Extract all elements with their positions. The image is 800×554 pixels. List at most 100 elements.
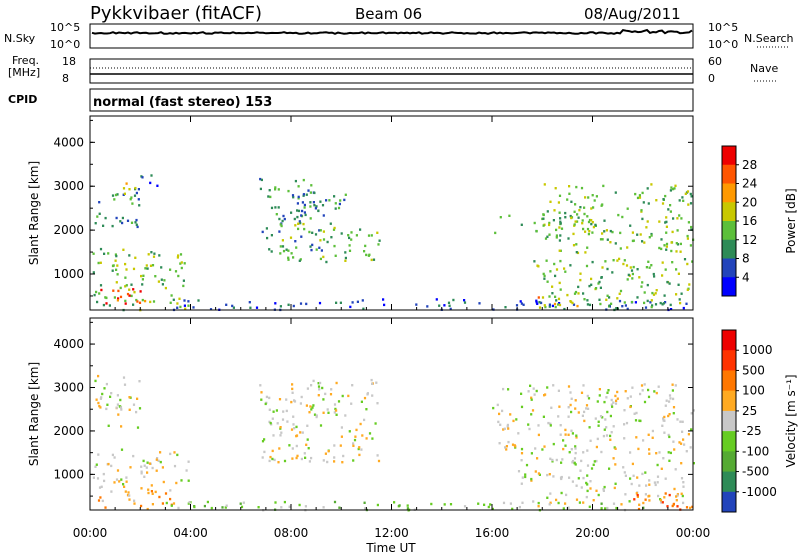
data-cell <box>537 296 540 299</box>
data-cell <box>638 194 641 197</box>
data-cell <box>100 288 103 292</box>
data-cell <box>272 434 275 437</box>
data-cell <box>530 396 533 399</box>
colorbar-frame <box>721 329 737 513</box>
data-cell <box>600 502 603 505</box>
data-cell <box>549 270 552 273</box>
data-cell <box>340 232 343 235</box>
freq-label: Freq. <box>12 54 39 67</box>
data-cell <box>268 396 271 400</box>
data-cell <box>113 198 116 201</box>
data-cell <box>354 435 357 438</box>
data-cell <box>221 506 224 509</box>
colorbar-segment <box>722 221 736 241</box>
data-cell <box>605 396 608 399</box>
data-cell <box>570 410 573 414</box>
data-cell <box>98 292 101 295</box>
data-cell <box>509 413 512 416</box>
data-cell <box>463 301 467 304</box>
data-cell <box>177 506 180 510</box>
data-cell <box>280 224 283 228</box>
data-cell <box>652 293 656 296</box>
data-cell <box>324 452 327 455</box>
data-cell <box>601 232 604 235</box>
data-cell <box>406 507 409 510</box>
data-cell <box>625 421 629 425</box>
data-cells-power <box>92 174 695 312</box>
data-cell <box>658 451 661 454</box>
data-cell <box>538 473 541 476</box>
data-cell <box>126 494 130 497</box>
data-cell <box>122 376 126 379</box>
data-cell <box>324 392 327 396</box>
data-cell <box>333 456 336 459</box>
data-cell <box>603 428 606 431</box>
colorbar-tick-label: 25 <box>742 404 757 418</box>
data-cell <box>611 230 614 234</box>
data-cell <box>187 300 190 303</box>
data-cell <box>268 248 271 251</box>
data-cell <box>662 457 665 460</box>
data-cell <box>668 400 671 403</box>
data-cell <box>138 380 141 383</box>
data-cell <box>520 302 523 305</box>
data-cell <box>261 440 265 443</box>
data-cell <box>340 426 343 429</box>
data-cell <box>119 406 123 409</box>
data-cell <box>668 459 671 462</box>
data-cell <box>184 307 187 310</box>
data-cell <box>670 241 673 244</box>
data-cell <box>530 413 533 416</box>
data-cell <box>120 425 123 428</box>
data-cell <box>630 482 633 486</box>
data-cell <box>260 178 263 182</box>
data-cell <box>117 289 120 293</box>
data-cell <box>672 187 675 191</box>
data-cell <box>302 193 305 196</box>
data-cell <box>631 386 634 389</box>
data-cell <box>614 242 617 245</box>
colorbar-tick-label: -1000 <box>742 485 777 499</box>
data-cell <box>557 501 560 505</box>
data-cell <box>624 390 627 393</box>
nave-tick-bottom: 0 <box>708 72 715 85</box>
data-cell <box>669 204 672 207</box>
data-cell <box>124 262 127 266</box>
data-cell <box>613 446 616 449</box>
data-cell <box>572 232 575 236</box>
data-cell <box>299 302 303 305</box>
data-cell <box>558 302 561 305</box>
data-cell <box>288 444 291 447</box>
data-cell <box>636 296 639 299</box>
data-cell <box>347 394 350 398</box>
data-cell <box>426 305 429 308</box>
data-cell <box>582 476 585 480</box>
y-tick-label: 1000 <box>53 467 84 481</box>
data-cell <box>588 284 591 288</box>
data-cell <box>576 220 579 223</box>
data-cell <box>347 234 350 237</box>
data-cell <box>653 390 656 393</box>
data-cell <box>575 434 578 437</box>
data-cell <box>135 191 138 195</box>
data-cell <box>570 216 573 220</box>
data-cell <box>575 243 578 246</box>
data-cell <box>183 299 186 302</box>
data-cell <box>587 232 590 236</box>
data-cell <box>612 259 615 262</box>
data-cell <box>676 494 679 497</box>
data-cell <box>590 219 593 222</box>
data-cell <box>114 259 117 262</box>
data-cell <box>571 480 574 483</box>
data-cell <box>548 473 551 476</box>
data-cell <box>672 412 675 415</box>
data-cell <box>162 480 165 484</box>
data-cell <box>505 448 508 451</box>
data-cell <box>687 203 690 206</box>
data-cell <box>529 384 532 387</box>
data-cell <box>564 270 567 273</box>
data-cell <box>586 474 589 477</box>
colorbar-segment <box>722 164 736 184</box>
data-cell <box>548 305 551 308</box>
data-cell <box>303 206 306 209</box>
